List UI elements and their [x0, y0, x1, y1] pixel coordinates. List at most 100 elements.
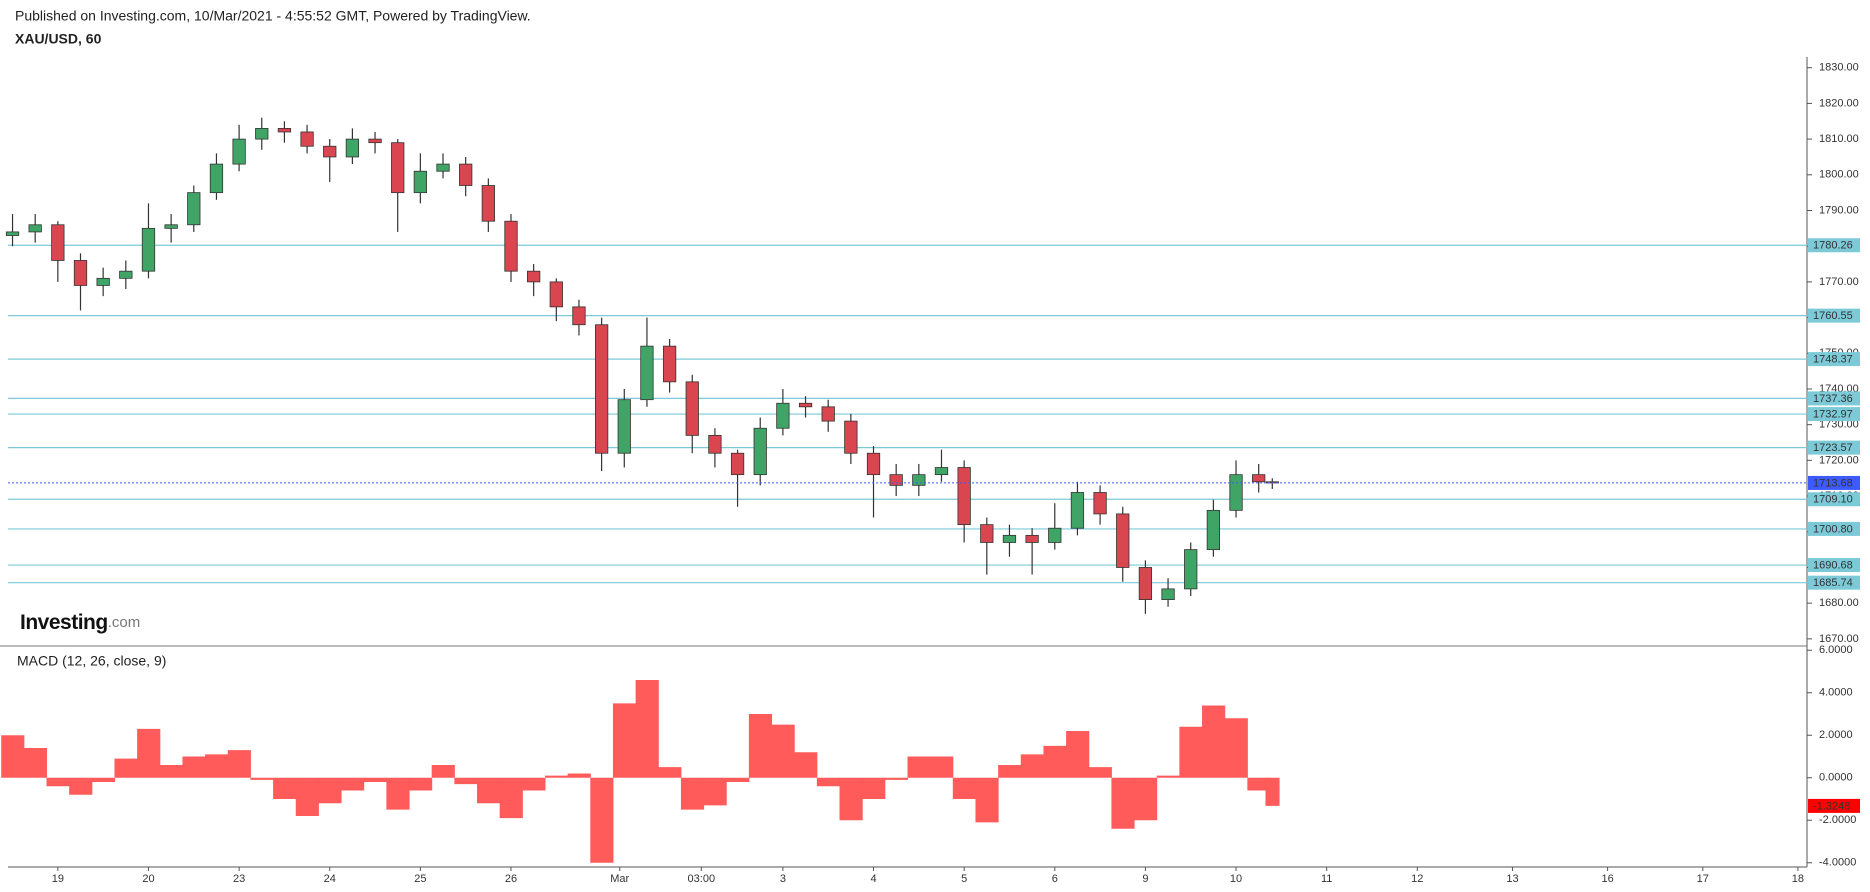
price-label-box: [1808, 475, 1860, 490]
x-tick-label: 20: [142, 873, 154, 885]
macd-bar: [658, 767, 682, 778]
macd-bar: [884, 777, 908, 780]
price-label-box: [1808, 238, 1860, 253]
macd-bar: [635, 680, 659, 778]
macd-bar: [454, 777, 478, 785]
price-label: 1723.57: [1813, 442, 1853, 454]
price-label-box: [1808, 558, 1860, 573]
macd-bar: [1, 735, 25, 778]
macd-bar: [590, 777, 614, 863]
x-tick-label: 3: [780, 873, 786, 885]
candle-body: [821, 406, 835, 422]
macd-bar: [431, 765, 455, 778]
candle-body: [866, 452, 881, 476]
macd-bar: [907, 756, 931, 778]
candle-body: [889, 474, 903, 486]
candle-body: [617, 399, 631, 454]
x-tick-label: 11: [1321, 873, 1332, 885]
candle-body: [798, 402, 813, 408]
candle-body: [685, 381, 699, 436]
x-tick-label: 6: [1052, 873, 1058, 885]
candle-body: [1116, 513, 1130, 568]
candle-body: [481, 185, 495, 222]
price-label: 1700.80: [1813, 523, 1853, 535]
logo-suffix: .com: [108, 614, 141, 631]
price-label-box: [1808, 798, 1860, 813]
x-tick-label: 18: [1792, 873, 1804, 885]
x-tick-label: 19: [52, 873, 64, 885]
macd-bar: [794, 752, 818, 778]
price-label: 1709.10: [1813, 494, 1853, 506]
macd-bar: [1043, 745, 1067, 778]
candle-body: [96, 277, 110, 286]
x-tick-label: 13: [1506, 873, 1518, 885]
candle-body: [912, 474, 926, 486]
x-tick-label: 9: [1142, 873, 1148, 885]
macd-bar: [567, 773, 591, 778]
macd-bar: [1020, 754, 1044, 778]
macd-bar: [1247, 777, 1271, 791]
candle-body: [1229, 474, 1243, 511]
candle-body: [662, 345, 677, 383]
price-label: 1685.74: [1813, 577, 1853, 589]
symbol: XAU/USD, 60: [15, 31, 102, 47]
macd-bar: [1265, 777, 1280, 806]
x-tick-label: 4: [870, 873, 876, 885]
y-tick-label: 1830.00: [1819, 62, 1859, 74]
macd-bar: [363, 777, 387, 782]
macd-bar: [703, 777, 727, 806]
y-tick-label: 1820.00: [1819, 97, 1859, 109]
macd-bar: [839, 777, 863, 821]
y-tick-label: 4.0000: [1819, 687, 1853, 699]
macd-bar: [205, 754, 229, 778]
price-label-box: [1808, 440, 1860, 455]
macd-bar: [295, 777, 319, 816]
macd-bar: [862, 777, 886, 799]
candle-body: [730, 452, 745, 476]
candle-body: [436, 163, 450, 172]
macd-bar: [159, 765, 183, 778]
macd-bar: [544, 775, 569, 778]
macd-bar: [1088, 767, 1112, 778]
macd-bar: [612, 703, 637, 778]
y-tick-label: 1680.00: [1819, 597, 1859, 609]
price-label: -1.3248: [1813, 800, 1850, 812]
y-tick-label: 1790.00: [1819, 204, 1859, 216]
y-tick-label: 1800.00: [1819, 169, 1859, 181]
candle-body: [1138, 567, 1153, 600]
candle-body: [844, 420, 858, 454]
macd-bar: [522, 777, 546, 791]
y-tick-label: 1730.00: [1819, 419, 1859, 431]
logo-brand: Investing: [20, 611, 108, 634]
macd-bar: [137, 728, 161, 778]
logo: Investing.com: [20, 611, 140, 634]
macd-bar: [1179, 726, 1203, 778]
candle-body: [1025, 534, 1039, 543]
x-tick-label: Mar: [610, 873, 629, 885]
candle-body: [232, 138, 246, 165]
macd-bar: [1224, 718, 1248, 778]
candle-body: [1184, 549, 1198, 590]
candle-body: [980, 524, 994, 543]
candle-body: [572, 306, 586, 326]
price-label: 1748.37: [1813, 354, 1853, 366]
x-tick-label: 5: [961, 873, 967, 885]
price-label-box: [1808, 521, 1860, 536]
candle-body: [73, 260, 88, 286]
candle-body: [1252, 474, 1266, 483]
candle-body: [255, 127, 269, 140]
y-tick-label: 1720.00: [1819, 454, 1859, 466]
candle-body: [413, 170, 427, 194]
candle-body: [527, 270, 541, 283]
candle-body: [209, 163, 224, 194]
macd-bar: [1156, 775, 1180, 778]
y-tick-label: 0.0000: [1819, 772, 1853, 784]
x-tick-label: 26: [505, 873, 517, 885]
x-tick-label: 10: [1230, 873, 1242, 885]
macd-bar: [930, 756, 954, 778]
macd-bar: [998, 765, 1022, 778]
macd-bar: [1111, 777, 1135, 829]
candle-body: [776, 402, 790, 429]
